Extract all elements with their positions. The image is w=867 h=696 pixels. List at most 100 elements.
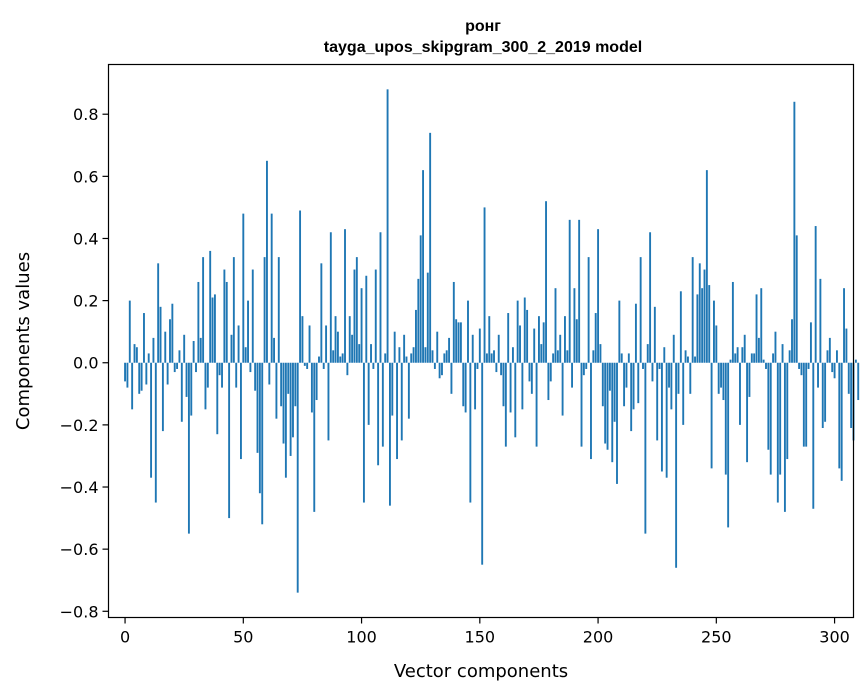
bar [526, 309, 529, 363]
bar [308, 325, 311, 363]
bar [566, 350, 569, 363]
bar [618, 300, 621, 363]
bar [140, 362, 143, 391]
bar [318, 356, 320, 363]
bar [251, 269, 254, 363]
bar [717, 362, 720, 394]
bar [857, 362, 860, 401]
bar [351, 334, 354, 363]
bar [471, 334, 474, 363]
bar [776, 362, 779, 503]
bar [485, 353, 488, 363]
bar [559, 334, 562, 363]
bar [154, 362, 157, 503]
bar [594, 313, 597, 363]
bar [757, 337, 760, 363]
bar [457, 322, 460, 363]
bar [684, 350, 687, 363]
bar [258, 362, 261, 494]
bar [310, 362, 313, 413]
bar [341, 353, 344, 363]
bar [769, 362, 772, 475]
bar [793, 101, 796, 363]
bar [185, 362, 188, 397]
bar [429, 132, 432, 363]
bar [585, 362, 588, 369]
bar [138, 362, 141, 394]
bar [389, 362, 391, 506]
bar [535, 362, 538, 447]
bar [805, 362, 808, 447]
bar [571, 362, 573, 388]
bar [578, 219, 581, 363]
bar [729, 359, 732, 363]
bar [481, 362, 484, 565]
bar [372, 362, 375, 369]
bar [632, 362, 635, 410]
bar [762, 359, 765, 363]
bar [554, 288, 557, 363]
bar [772, 353, 775, 363]
bar [627, 353, 630, 363]
bar [814, 226, 817, 363]
bar [379, 232, 382, 363]
bar [436, 331, 439, 363]
bar [646, 344, 649, 363]
bar [292, 362, 294, 438]
bar [691, 257, 694, 363]
bar [483, 207, 486, 363]
bar [329, 232, 332, 363]
bar [348, 316, 351, 363]
bar [322, 362, 325, 369]
bar [715, 325, 718, 363]
bar [407, 362, 410, 419]
bar [242, 213, 245, 363]
bar [783, 362, 786, 512]
bar [320, 263, 323, 363]
bar [199, 337, 202, 363]
bar [344, 229, 346, 363]
y-tick-label: 0.6 [73, 167, 98, 186]
bar [497, 334, 500, 363]
bar [247, 300, 249, 363]
bar [433, 362, 436, 369]
bar [459, 322, 462, 363]
bar [521, 362, 524, 410]
bar [230, 334, 233, 363]
bar [547, 362, 550, 401]
y-tick-label: −0.4 [60, 478, 99, 497]
bar [507, 313, 510, 363]
bar [580, 362, 583, 447]
bar [209, 250, 212, 363]
bar [511, 347, 514, 363]
bar [538, 316, 540, 363]
bar [393, 331, 396, 363]
bar [277, 257, 280, 363]
bar [495, 362, 498, 373]
bar [611, 362, 614, 463]
bar [275, 362, 278, 419]
bar [164, 331, 167, 363]
bar [313, 362, 316, 512]
bar [478, 328, 481, 363]
bar [748, 362, 751, 397]
bar [800, 362, 803, 376]
bar [228, 362, 231, 519]
bar [213, 294, 216, 363]
y-tick-label: 0.0 [73, 354, 98, 373]
bar [289, 362, 292, 456]
bar [237, 325, 240, 363]
bar [365, 275, 368, 363]
bar [604, 362, 607, 444]
bar [743, 334, 746, 363]
bar [180, 362, 183, 422]
bar [817, 362, 819, 388]
x-tick-label: 300 [819, 628, 850, 647]
x-tick-label: 0 [120, 628, 130, 647]
bar [284, 362, 287, 478]
bar [746, 362, 749, 463]
bar [467, 300, 469, 363]
bar [301, 316, 304, 363]
bar [843, 288, 845, 363]
